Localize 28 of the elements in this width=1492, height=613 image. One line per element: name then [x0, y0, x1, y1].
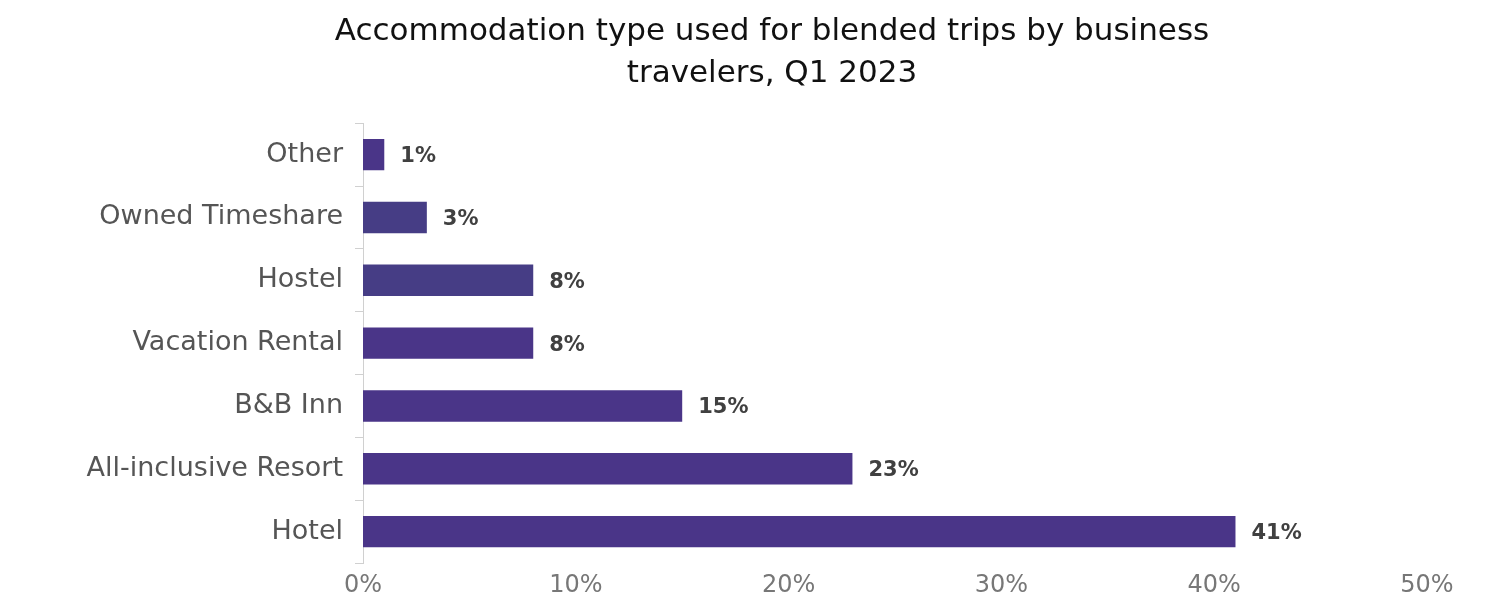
data-label: 23% [868, 457, 919, 482]
bar [363, 201, 427, 234]
data-label: 1% [400, 143, 436, 168]
x-tick-label: 10% [549, 569, 603, 598]
x-tick-label: 50% [1400, 569, 1454, 598]
x-tick-label: 20% [761, 569, 816, 598]
data-label: 8% [549, 331, 585, 356]
x-tick-label: 40% [1187, 569, 1241, 598]
x-tick-label: 0% [343, 569, 383, 598]
x-tick-label: 30% [974, 569, 1029, 598]
data-label: 15% [698, 394, 749, 419]
data-label: 3% [442, 205, 479, 230]
y-tick-label: Other [266, 136, 344, 168]
y-tick-label: Owned Timeshare [99, 199, 343, 231]
bar [363, 515, 1236, 548]
y-tick-label: All-inclusive Resort [86, 450, 343, 482]
bar [363, 453, 853, 485]
data-label: 8% [549, 268, 585, 293]
y-tick-label: Hotel [271, 513, 343, 545]
bar [363, 390, 683, 422]
y-tick-label: Hostel [257, 262, 343, 294]
bar [363, 264, 534, 296]
bar [363, 138, 385, 171]
y-tick-label: B&B Inn [234, 387, 343, 419]
chart-title: Accommodation type used for blended trips by business travelers, Q1 2023 [333, 10, 1211, 91]
y-tick-label: Vacation Rental [132, 325, 343, 357]
bar [363, 327, 534, 359]
data-label: 41% [1251, 520, 1302, 545]
